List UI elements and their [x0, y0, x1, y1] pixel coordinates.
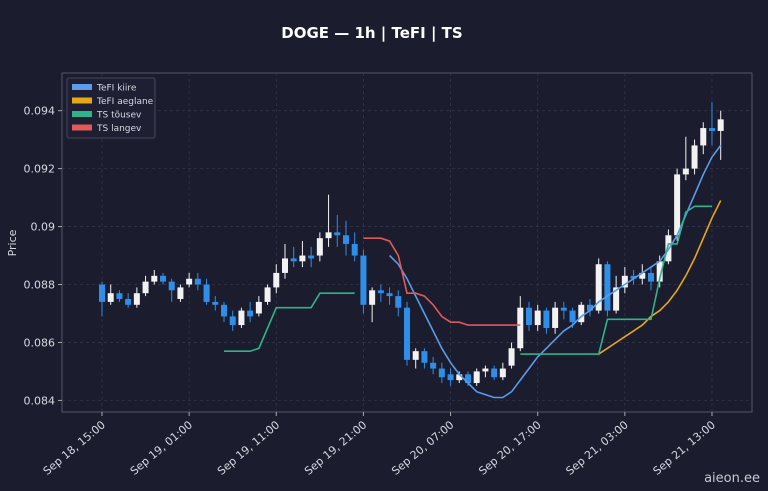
- candle-body: [203, 284, 210, 302]
- candle-body: [552, 307, 559, 328]
- candle-body: [430, 362, 437, 369]
- candle-body: [220, 304, 227, 317]
- indicator-line: [363, 237, 521, 326]
- candle-body: [682, 168, 689, 175]
- candle-body: [569, 310, 576, 323]
- candle-body: [421, 351, 428, 363]
- candle-body: [386, 293, 393, 297]
- candle-body: [412, 351, 419, 360]
- legend-label: TeFI aeglane: [96, 97, 154, 107]
- candle-body: [264, 287, 271, 302]
- candle-body: [708, 128, 715, 131]
- candle-body: [630, 275, 637, 279]
- candle-body: [499, 368, 506, 378]
- y-tick-label: 0.084: [24, 394, 56, 407]
- candle-body: [125, 299, 132, 305]
- chart-title: DOGE — 1h | TeFI | TS: [281, 24, 462, 43]
- candle-body: [613, 287, 620, 311]
- candle-body: [325, 232, 332, 239]
- legend-swatch: [72, 84, 92, 90]
- candle-body: [168, 281, 175, 291]
- candle-body: [534, 310, 541, 326]
- candle-body: [447, 374, 454, 381]
- indicator-line: [224, 205, 712, 355]
- candle-body: [656, 261, 663, 282]
- candle-body: [133, 293, 140, 305]
- candle-body: [517, 307, 524, 349]
- candle-body: [247, 310, 254, 317]
- candle-body: [473, 371, 480, 384]
- candle-body: [560, 307, 567, 311]
- candle-body: [403, 307, 410, 360]
- candle-body: [395, 296, 402, 308]
- candle-body: [177, 287, 184, 299]
- candle-body: [360, 255, 367, 305]
- candle-body: [595, 264, 602, 311]
- y-tick-label: 0.086: [24, 336, 56, 349]
- candle-body: [281, 258, 288, 273]
- candle-body: [351, 243, 358, 256]
- candle-body: [525, 307, 532, 326]
- y-axis-label: Price: [6, 229, 19, 256]
- y-tick-label: 0.092: [24, 163, 56, 176]
- candle-body: [464, 374, 471, 384]
- candle-body: [621, 275, 628, 288]
- candle-body: [290, 258, 297, 262]
- candle-body: [456, 374, 463, 381]
- candle-body: [586, 304, 593, 311]
- watermark: aieon.ee: [704, 471, 760, 486]
- legend-swatch: [72, 97, 92, 104]
- candle-body: [578, 304, 585, 323]
- candle-body: [151, 275, 158, 282]
- candle-body: [255, 301, 262, 314]
- y-tick-label: 0.094: [24, 105, 56, 118]
- candle-body: [99, 284, 105, 302]
- legend-box: [66, 77, 156, 139]
- legend-swatch: [72, 124, 92, 131]
- candle-body: [229, 316, 236, 326]
- candle-body: [543, 310, 550, 328]
- candle-body: [377, 290, 384, 294]
- candle-body: [316, 238, 323, 256]
- legend-label: TeFI kiire: [96, 84, 137, 94]
- candle-body: [700, 128, 707, 146]
- candle-body: [194, 278, 201, 285]
- legend-label: TS langev: [96, 124, 142, 134]
- candle-body: [238, 310, 245, 326]
- candle-body: [342, 235, 349, 244]
- candle-body: [491, 368, 498, 378]
- candle-body: [142, 281, 149, 294]
- candle-body: [212, 301, 219, 305]
- candle-body: [159, 275, 166, 282]
- candle-body: [717, 119, 724, 131]
- candle-body: [674, 174, 681, 236]
- legend-label: TS tõusev: [96, 111, 142, 121]
- candle-body: [116, 293, 123, 299]
- candle-body: [273, 272, 280, 288]
- indicator-line: [598, 200, 722, 355]
- candle-body: [299, 255, 306, 262]
- candle-body: [482, 368, 489, 372]
- candle-body: [107, 293, 114, 302]
- candle-body: [508, 348, 515, 366]
- candle-body: [308, 255, 315, 259]
- y-tick-label: 0.09: [31, 221, 56, 234]
- legend-swatch: [72, 111, 92, 117]
- candle-body: [604, 264, 611, 311]
- y-tick-label: 0.088: [24, 279, 56, 292]
- candle-body: [334, 232, 341, 236]
- candle-body: [186, 278, 193, 285]
- candle-body: [639, 272, 646, 279]
- candle-body: [691, 145, 698, 169]
- candle-body: [369, 290, 376, 305]
- candle-body: [438, 368, 445, 378]
- candle-body: [647, 272, 654, 282]
